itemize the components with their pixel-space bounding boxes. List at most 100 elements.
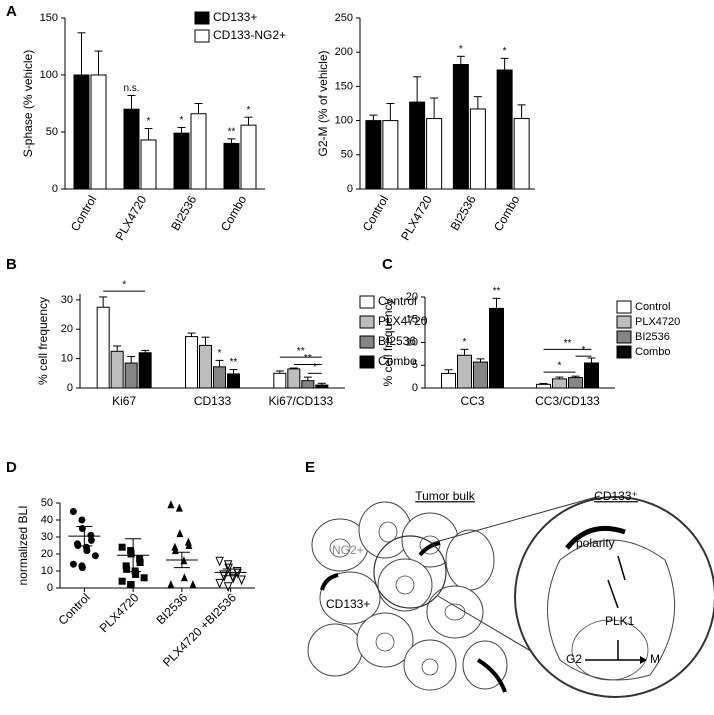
legend-label: PLX4720: [635, 316, 680, 328]
significance: *: [503, 46, 507, 57]
x-tick-label: PLX4720: [113, 193, 150, 243]
legend-swatch: [616, 345, 632, 359]
bar: [457, 354, 472, 389]
bar: [185, 336, 198, 389]
y-tick-label: 5: [412, 359, 418, 371]
arrow: [607, 579, 619, 609]
data-point: [132, 570, 140, 578]
x-tick-label: Ki67: [112, 394, 136, 408]
bracket-label: *: [122, 280, 126, 291]
polarity-marker: [418, 541, 441, 557]
data-point: [167, 500, 175, 509]
diagram: Tumor bulk CD133⁺ NG2+ CD133+ polarity P…: [300, 485, 714, 710]
significance: *: [247, 105, 251, 116]
bar: [513, 118, 530, 190]
bar: [173, 132, 190, 190]
legend-swatch: [359, 335, 375, 349]
data-point: [224, 563, 233, 574]
nucleus: [395, 575, 415, 595]
x-tick-label: Combo: [491, 193, 523, 234]
bar: [273, 372, 287, 389]
cell: [307, 623, 363, 677]
legend-label: Control: [635, 301, 670, 313]
y-tick-label: 50: [46, 126, 58, 138]
cell: [445, 529, 495, 591]
y-tick-label: 30: [41, 531, 53, 543]
y-tick-label: 150: [335, 80, 353, 92]
bar: [73, 74, 90, 190]
data-point: [69, 560, 77, 568]
bar: [365, 120, 382, 190]
y-tick-label: 100: [335, 115, 353, 127]
bar: [123, 108, 140, 190]
polarity-marker: [476, 658, 507, 693]
x-tick-label: Ki67/CD133: [268, 394, 333, 408]
bar: [124, 362, 138, 389]
x-tick-label: Control: [360, 193, 391, 234]
data-point: [215, 556, 224, 567]
data-point: [167, 580, 175, 589]
y-tick-label: 50: [41, 497, 53, 509]
significance: *: [147, 116, 151, 127]
y-tick-label: 250: [335, 12, 353, 24]
nucleus: [421, 658, 439, 676]
significance: *: [463, 337, 467, 348]
data-point: [127, 550, 135, 558]
bar: [315, 384, 329, 389]
data-point: [215, 578, 224, 589]
legend-label: BI2536: [378, 334, 416, 348]
y-tick-label: 0: [67, 382, 73, 394]
legend-swatch: [194, 29, 210, 43]
polarity-marker: [565, 525, 626, 550]
bracket-label: **: [564, 338, 572, 349]
legend-swatch: [616, 300, 632, 314]
data-point: [223, 560, 233, 570]
y-axis-label: normalized BLI: [16, 505, 30, 585]
y-axis-label: % cell frequency: [36, 297, 50, 385]
bar: [90, 74, 107, 190]
zoom-line: [431, 495, 601, 544]
x-tick-label: PLX4720: [398, 193, 435, 243]
bar: [426, 118, 443, 190]
legend-swatch: [359, 355, 375, 369]
x-tick-label: CC3: [460, 394, 484, 408]
cell: [377, 558, 433, 612]
bar: [584, 362, 599, 389]
nucleus: [329, 538, 351, 558]
bar: [140, 139, 157, 190]
data-point: [118, 543, 126, 551]
legend-label: Combo: [378, 354, 417, 368]
data-point: [78, 564, 86, 572]
significance: n.s.: [123, 83, 139, 94]
bar: [190, 113, 207, 190]
significance: **: [493, 286, 501, 297]
data-point: [176, 529, 184, 538]
bar: [240, 124, 257, 190]
bracket-label: *: [313, 362, 317, 373]
x-tick-label: BI2536: [448, 193, 479, 233]
panel-label: C: [382, 256, 393, 273]
x-tick-label: BI2536: [168, 193, 199, 233]
cell: [319, 571, 381, 625]
data-point: [83, 547, 91, 555]
panel-label: D: [6, 459, 17, 476]
arrow-head: [640, 656, 647, 664]
bar: [301, 380, 315, 389]
phase-label: G2: [566, 652, 582, 666]
bar: [110, 350, 124, 389]
y-axis-label: % cell frequency: [381, 298, 395, 386]
zoom-circle: [373, 535, 447, 609]
legend-label: BI2536: [635, 331, 670, 343]
bar: [473, 361, 488, 389]
data-point: [87, 531, 95, 539]
y-tick-label: 10: [41, 565, 53, 577]
x-tick-label: Combo: [218, 193, 250, 234]
process-label: PLK1: [605, 614, 635, 628]
y-tick-label: 0: [47, 582, 53, 594]
nucleus: [375, 632, 395, 652]
bracket-label: **: [297, 346, 305, 357]
y-tick-label: 0: [347, 183, 353, 195]
data-point: [118, 577, 126, 585]
data-point: [136, 559, 144, 566]
y-tick-label: 20: [41, 548, 53, 560]
